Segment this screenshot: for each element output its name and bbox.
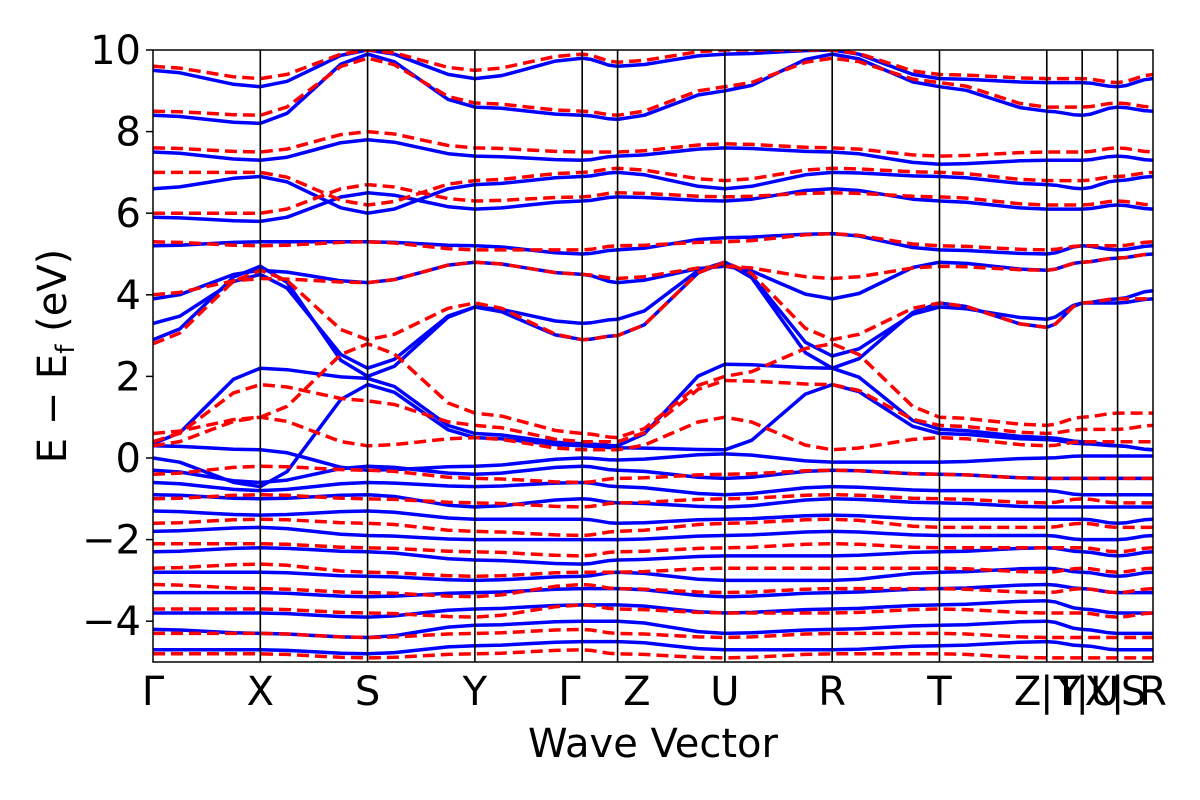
x-kpoint-label: R xyxy=(1139,669,1167,715)
x-kpoint-label: T xyxy=(1053,669,1079,715)
x-kpoint-label: U xyxy=(710,669,739,715)
x-kpoint-label: | xyxy=(1040,669,1053,715)
plot-area xyxy=(153,50,1153,660)
y-tick-label: 0 xyxy=(116,436,141,482)
x-kpoint-label: R xyxy=(818,669,846,715)
y-axis-title-unit: (eV) xyxy=(30,249,76,345)
y-tick-label: 2 xyxy=(116,354,141,400)
x-kpoint-label: S xyxy=(355,669,380,715)
y-tick-label: −2 xyxy=(82,518,141,564)
x-kpoint-label: Y xyxy=(1056,669,1082,715)
y-tick-label: 4 xyxy=(116,273,141,319)
x-kpoint-label: Z xyxy=(1014,669,1041,715)
y-axis-title: E − Ef (eV) xyxy=(30,249,81,464)
x-axis-title: Wave Vector xyxy=(528,721,779,767)
y-tick-label: 6 xyxy=(116,191,141,237)
x-kpoint-label: U xyxy=(1090,669,1119,715)
solid-band-line xyxy=(153,639,1153,656)
x-kpoint-label: X xyxy=(1084,669,1111,715)
x-kpoint-label: X xyxy=(247,669,274,715)
high-symmetry-lines xyxy=(259,50,1119,662)
dashed-band-line xyxy=(153,50,1153,85)
y-axis-title-subscript: f xyxy=(51,344,81,354)
x-kpoint-label: Γ xyxy=(558,669,581,715)
y-tick-label: 8 xyxy=(116,110,141,156)
solid-band-line xyxy=(153,480,1153,497)
x-axis-kpoint-labels: Γ X S Y Γ Z U R T Z| TY|XU|SR xyxy=(142,669,1167,715)
x-kpoint-label: T xyxy=(926,669,952,715)
solid-band-line xyxy=(153,546,1153,566)
x-kpoint-label: Y xyxy=(462,669,488,715)
x-kpoint-label: Γ xyxy=(142,669,165,715)
dashed-band-line xyxy=(153,627,1153,640)
y-axis-title-main: E − E xyxy=(30,354,76,464)
x-kpoint-label: | xyxy=(1111,669,1124,715)
x-kpoint-label: Z xyxy=(623,669,650,715)
dashed-band-line xyxy=(153,464,1153,485)
y-axis-ticks: −4 −2 0 2 4 6 8 10 xyxy=(82,28,153,645)
y-tick-label: −4 xyxy=(82,599,141,645)
plot-frame xyxy=(152,49,1154,663)
y-tick-label: 10 xyxy=(90,28,141,74)
x-kpoint-label: | xyxy=(1075,669,1088,715)
dashed-band-line xyxy=(153,378,1153,444)
solid-band-line xyxy=(153,525,1153,542)
x-kpoint-label: S xyxy=(1121,669,1146,715)
